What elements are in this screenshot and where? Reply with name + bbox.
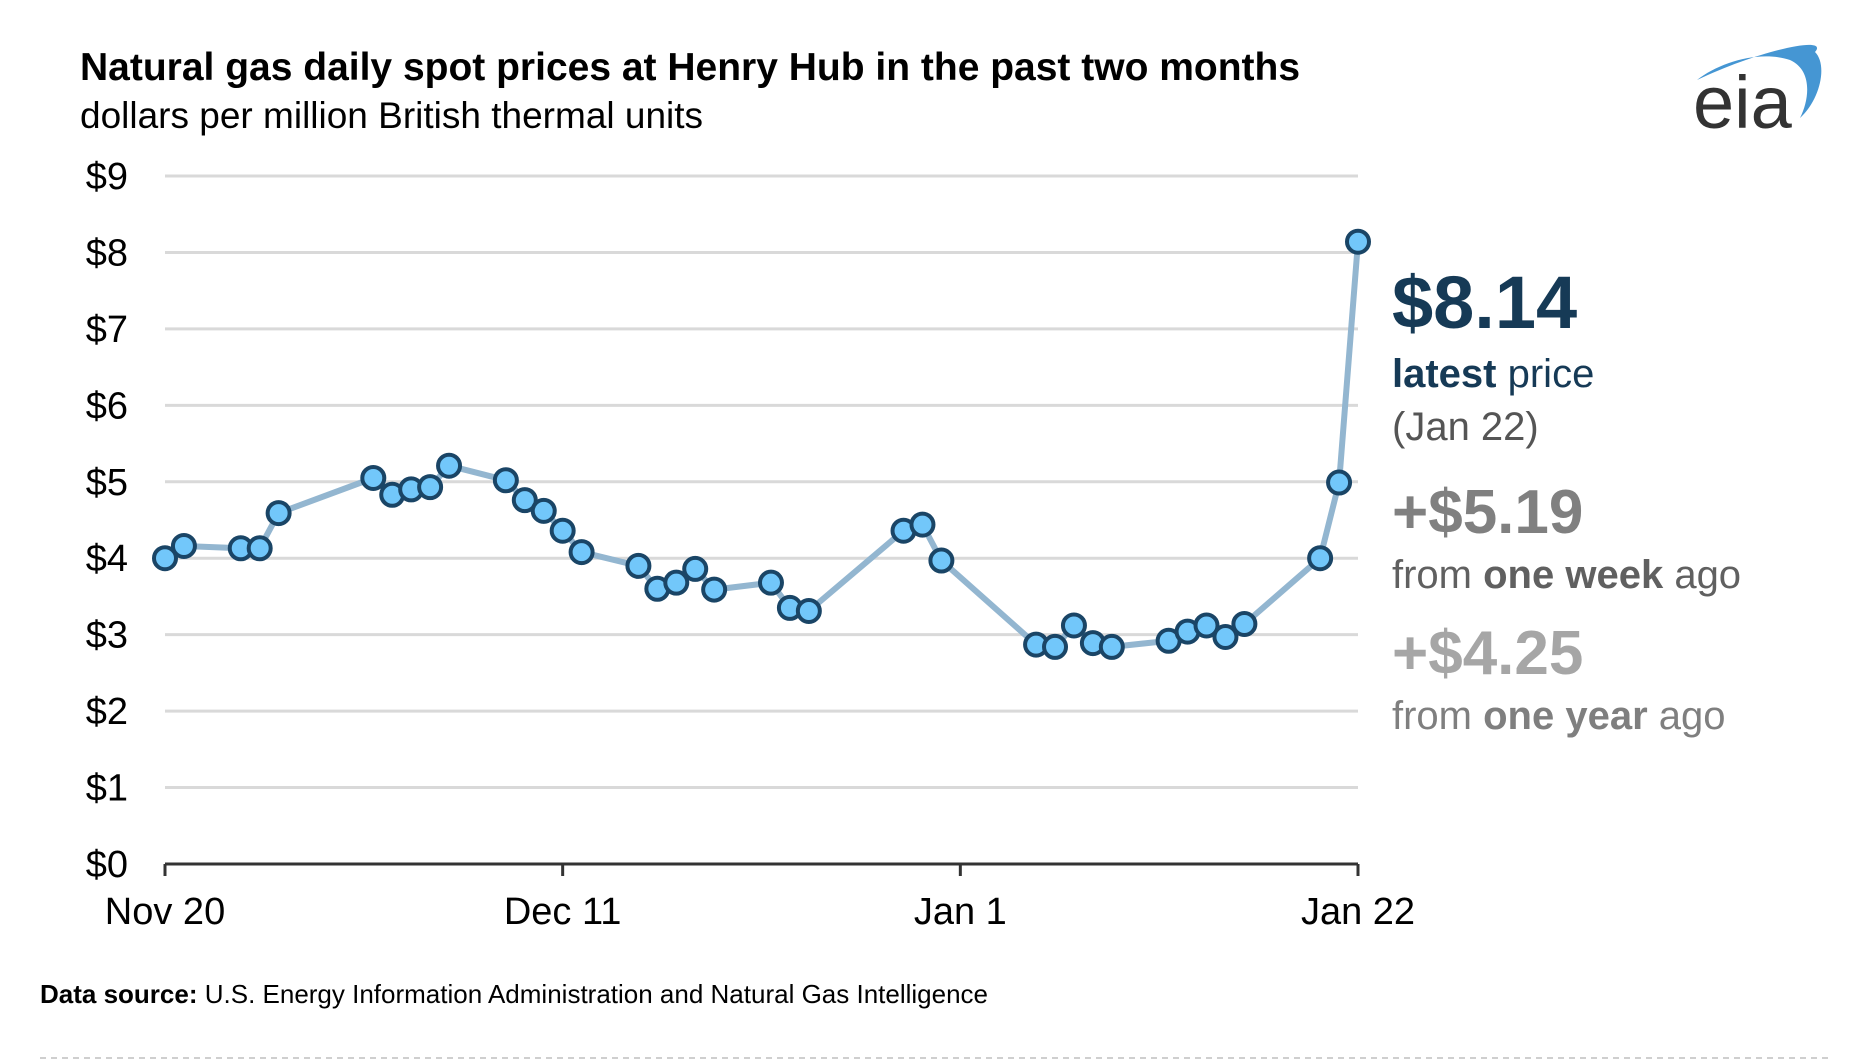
y-tick-label: $5: [86, 462, 128, 504]
data-point: Dec 5: $5.21: [436, 452, 463, 479]
year-label-post: ago: [1648, 694, 1726, 738]
x-tick-label: Jan 22: [1301, 891, 1415, 933]
y-tick-label: $3: [86, 615, 128, 657]
year-change-value: +$4.25: [1392, 619, 1583, 688]
data-point: Dec 11: $4.36: [549, 517, 576, 544]
week-change-label: from one week ago: [1392, 553, 1741, 597]
data-point: Dec 10: $4.62: [530, 497, 557, 524]
data-point: Jan 14: $3.12: [1193, 612, 1220, 639]
callout-year: +$4.25 from one year ago: [1392, 619, 1726, 738]
year-label-bold: one year: [1483, 694, 1648, 738]
x-tick-label: Jan 1: [914, 891, 1007, 933]
chart-subtitle: dollars per million British thermal unit…: [80, 95, 703, 136]
data-point: Nov 20: $4.00: [152, 545, 178, 572]
data-point: Jan 9: $2.84: [1098, 633, 1125, 660]
data-point: Dec 9: $4.76: [511, 487, 538, 514]
year-label-pre: from: [1392, 694, 1483, 738]
latest-price-label: latest price: [1392, 352, 1594, 396]
callout-week: +$5.19 from one week ago: [1392, 478, 1741, 597]
data-point: Jan 20: $4.00: [1307, 545, 1334, 572]
data-point: Dec 22: $3.68: [757, 569, 784, 596]
data-point: Jan 21: $4.99: [1326, 469, 1353, 496]
data-source-label: Data source:: [40, 979, 198, 1009]
x-tick-label: Dec 11: [504, 891, 622, 933]
data-point: Jan 16: $3.14: [1231, 610, 1258, 637]
y-tick-label: $8: [86, 232, 128, 274]
week-change-value: +$5.19: [1392, 478, 1583, 547]
y-tick-label: $4: [86, 538, 128, 580]
week-label-post: ago: [1663, 553, 1741, 597]
data-point: Dec 4: $4.93: [417, 474, 444, 501]
latest-label-bold: latest: [1392, 352, 1497, 396]
latest-price-value: $8.14: [1392, 261, 1577, 344]
y-tick-label: $2: [86, 691, 128, 733]
gridlines: [165, 174, 1358, 790]
data-point: Dec 19: $3.59: [701, 576, 728, 603]
latest-price-date: (Jan 22): [1392, 405, 1539, 449]
year-change-label: from one year ago: [1392, 694, 1726, 738]
data-source: Data source: U.S. Energy Information Adm…: [40, 979, 988, 1009]
data-point: Dec 18: $3.86: [682, 555, 709, 582]
data-point: Jan 6: $2.84: [1042, 633, 1069, 660]
latest-label-rest: price: [1497, 352, 1595, 396]
logo-swoosh-icon: [1697, 44, 1822, 118]
data-point: Nov 21: $4.16: [170, 532, 197, 559]
data-points: Nov 20: $4.00Nov 21: $4.16Nov 24: $4.13N…: [152, 228, 1371, 660]
data-source-text: U.S. Energy Information Administration a…: [198, 979, 989, 1009]
data-point: Dec 17: $3.68: [663, 569, 690, 596]
data-point: Dec 31: $3.97: [928, 547, 955, 574]
data-point: Dec 8: $5.02: [492, 467, 519, 494]
y-axis-ticks: $0 $1 $2 $3 $4 $5 $6 $7 $8 $9: [86, 156, 128, 886]
eia-logo: eia: [1693, 44, 1822, 144]
x-tick-label: Nov 20: [105, 891, 225, 933]
data-point: Dec 30: $4.44: [909, 511, 936, 538]
data-point: Jan 22: $8.14: [1345, 228, 1371, 255]
logo-text: eia: [1693, 61, 1793, 144]
data-point: Jan 7: $3.12: [1060, 612, 1087, 639]
data-point: Nov 26: $4.59: [265, 500, 292, 527]
y-tick-label: $1: [86, 768, 128, 810]
data-point: Dec 24: $3.31: [795, 597, 822, 624]
week-label-pre: from: [1392, 553, 1483, 597]
y-tick-label: $7: [86, 309, 128, 351]
data-point: Jan 15: $2.97: [1212, 623, 1239, 650]
y-tick-label: $6: [86, 385, 128, 427]
data-point: Dec 1: $5.05: [360, 464, 387, 491]
data-point: Dec 12: $4.08: [568, 539, 595, 566]
y-tick-label: $0: [86, 844, 128, 886]
data-point: Dec 15: $3.90: [625, 552, 652, 579]
y-tick-label: $9: [86, 156, 128, 198]
chart-title: Natural gas daily spot prices at Henry H…: [80, 46, 1300, 89]
week-label-bold: one week: [1483, 553, 1664, 597]
x-axis: Nov 20 Dec 11 Jan 1 Jan 22: [105, 862, 1415, 933]
data-point: Nov 25: $4.13: [246, 535, 273, 562]
callout-latest: $8.14 latest price (Jan 22): [1392, 261, 1594, 449]
